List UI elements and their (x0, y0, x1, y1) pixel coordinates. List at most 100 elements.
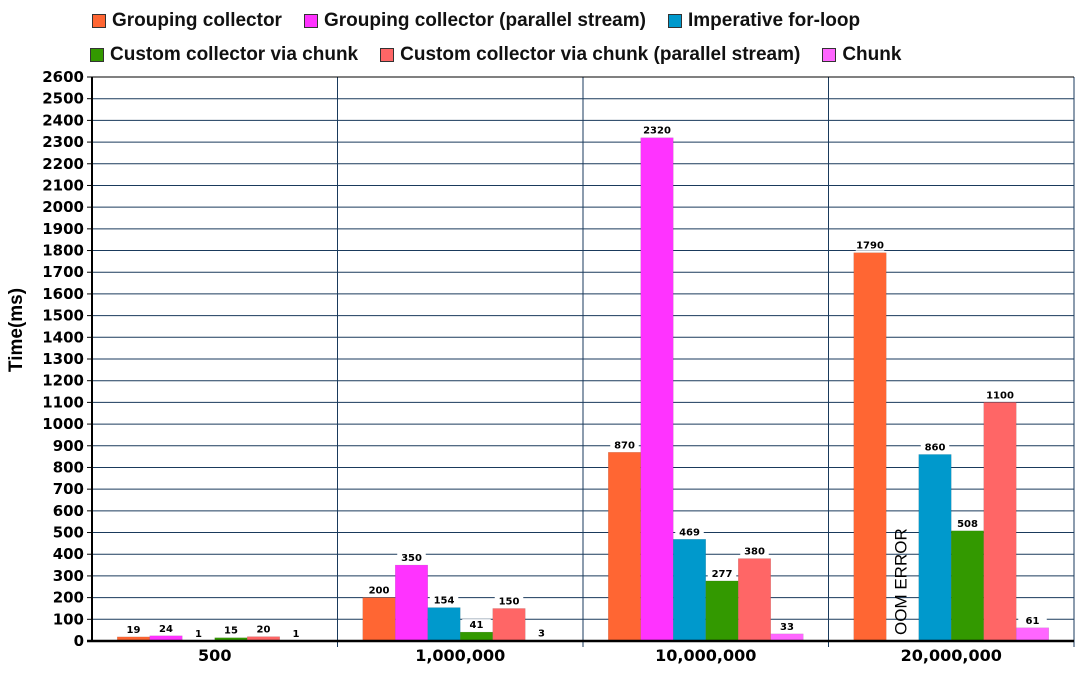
bar-label-bg (707, 567, 737, 579)
bar-value-label: 1790 (856, 241, 884, 252)
legend-label: Custom collector via chunk (110, 44, 359, 65)
bar-value-label: 61 (1026, 616, 1040, 627)
oom-annotation: OOM ERROR (892, 528, 911, 635)
y-tick-label: 800 (53, 458, 84, 476)
bar-value-label: 20 (257, 625, 271, 636)
legend-label: Imperative for-loop (687, 10, 861, 31)
bar-value-label: 41 (470, 620, 484, 631)
bar-value-label: 154 (434, 596, 455, 607)
y-tick-label: 2100 (42, 176, 84, 194)
bar-value-label: 860 (925, 442, 946, 453)
bar-label-bg (151, 622, 181, 634)
legend-row: Grouping collector Grouping collector (pa… (90, 4, 1050, 38)
bar-label-bg (184, 627, 213, 639)
y-tick-label: 1900 (42, 220, 84, 238)
legend-label: Custom collector via chunk (parallel str… (400, 44, 801, 65)
bar-label-bg (364, 584, 394, 596)
bar (608, 452, 641, 642)
bar-value-label: 469 (679, 527, 700, 538)
bar-value-label: 350 (401, 553, 422, 564)
bar-value-label: 19 (127, 625, 141, 636)
bar-label-bg (610, 439, 639, 451)
bar-label-bg (119, 623, 148, 635)
bar-label-bg (281, 627, 311, 639)
bar-value-label: 150 (499, 596, 520, 607)
legend-swatch (303, 14, 318, 28)
y-tick-label: 1200 (42, 372, 84, 390)
legend-swatch (667, 14, 682, 28)
legend-label: Chunk (842, 44, 902, 65)
bar (853, 252, 887, 642)
bar-label-bg (642, 124, 672, 136)
bar-label-bg (397, 552, 426, 564)
legend-item: Imperative for-loop (667, 10, 861, 32)
bar-value-label: 15 (224, 626, 238, 637)
y-tick-label: 1800 (42, 242, 84, 260)
bar-label-bg (249, 623, 278, 635)
y-tick-label: 1300 (42, 350, 84, 368)
bar (673, 539, 706, 642)
legend-swatch (822, 48, 837, 62)
bar (362, 597, 396, 642)
bar-value-label: 200 (369, 586, 390, 597)
bar-label-bg (855, 239, 885, 251)
legend-item: Grouping collector (92, 10, 282, 32)
bar-label-bg (772, 620, 802, 632)
bar-label-bg (494, 595, 524, 607)
bar-label-bg (1018, 614, 1047, 626)
bar-label-bg (429, 594, 459, 606)
bar (640, 137, 674, 642)
y-tick-label: 1500 (42, 307, 84, 325)
y-tick-label: 2500 (42, 90, 84, 108)
bar-value-label: 508 (957, 519, 978, 530)
bar-value-label: 277 (712, 569, 733, 580)
bar-value-label: 380 (744, 547, 765, 558)
y-tick-label: 900 (53, 437, 84, 455)
legend-label: Grouping collector (112, 10, 282, 31)
x-tick-label: 1,000,000 (415, 646, 505, 665)
y-tick-label: 2400 (42, 111, 84, 129)
y-tick-label: 100 (53, 610, 84, 628)
legend-swatch (90, 48, 104, 62)
legend-swatch (92, 14, 106, 28)
y-tick-label: 1600 (42, 285, 84, 303)
y-tick-label: 2000 (42, 198, 84, 216)
y-tick-label: 500 (53, 524, 84, 542)
bar-value-label: 1100 (986, 390, 1014, 401)
y-tick-label: 2300 (42, 133, 84, 151)
bar-label-bg (675, 526, 704, 538)
bar-value-label: 33 (780, 622, 794, 633)
legend-label: Grouping collector (parallel stream) (323, 10, 646, 31)
bar (395, 564, 428, 642)
bar (918, 454, 952, 642)
y-tick-label: 1700 (42, 263, 84, 281)
bar-label-bg (985, 389, 1015, 401)
legend-item: Custom collector via chunk (parallel str… (380, 44, 800, 66)
x-tick-label: 20,000,000 (901, 646, 1002, 665)
bar-value-label: 1 (293, 629, 300, 640)
legend: Grouping collector Grouping collector (pa… (90, 4, 1050, 72)
bar-value-label: 2320 (643, 126, 671, 137)
legend-item: Chunk (822, 44, 901, 66)
bar (1016, 627, 1049, 642)
y-tick-label: 1400 (42, 328, 84, 346)
legend-row: Custom collector via chunk Custom collect… (90, 38, 1050, 72)
bar-value-label: 1 (195, 629, 202, 640)
bar-label-bg (920, 441, 950, 453)
y-tick-label: 600 (53, 502, 84, 520)
y-tick-label: 400 (53, 545, 84, 563)
bar-value-label: 870 (614, 440, 635, 451)
legend-item: Grouping collector (parallel stream) (303, 10, 646, 32)
bar-label-bg (462, 619, 491, 631)
y-tick-label: 1000 (42, 415, 84, 433)
bar-label-bg (740, 545, 769, 557)
bar (427, 607, 461, 642)
y-tick-label: 0 (74, 632, 84, 650)
x-tick-label: 500 (198, 646, 231, 665)
bar (460, 631, 493, 642)
bar (983, 402, 1017, 642)
bar-label-bg (527, 627, 556, 639)
bar (705, 580, 739, 642)
bar-value-label: 24 (159, 624, 173, 635)
